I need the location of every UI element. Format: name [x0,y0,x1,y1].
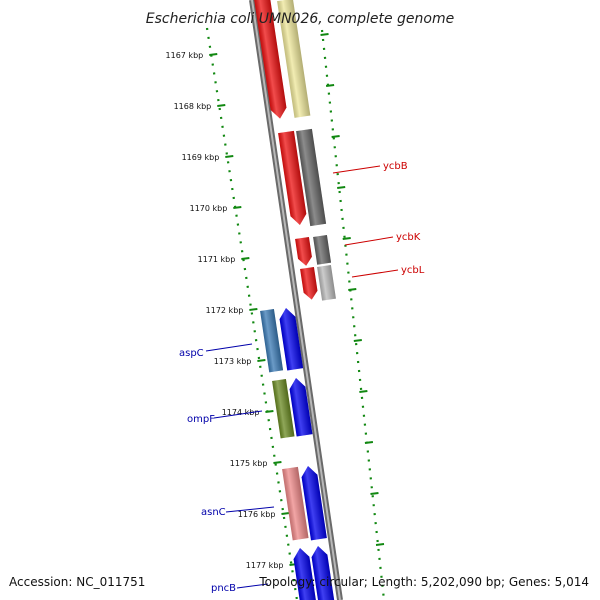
tick-mark-outer [370,492,379,495]
tick-label: 1168 kbp [174,102,212,111]
tick-label: 1170 kbp [190,204,228,213]
gene-red-1 [254,0,287,119]
gene-aspC [260,308,284,373]
tick-mark-inner [281,512,290,515]
tick-mark-outer [342,237,351,240]
gene-label-ycbK: ycbK [396,232,421,243]
tick-mark-outer [320,33,329,36]
gene-ycbK [313,234,332,265]
tick-label: 1176 kbp [238,510,276,519]
gene-label-ycbB: ycbB [383,161,408,172]
gene-blue-2 [289,378,313,437]
tick-mark-inner [241,257,250,260]
map-title: Escherichia coli UMN026, complete genome [146,11,454,27]
tick-mark-inner [265,410,274,413]
gene-yellow-1 [277,0,311,118]
tick-mark-inner [233,206,242,209]
tick-mark-outer [337,186,346,189]
tick-label: 1177 kbp [246,561,284,570]
tick-label: 1169 kbp [182,153,220,162]
tick-mark-outer [359,390,368,393]
gene-ycbL [317,264,336,301]
tick-mark-outer [375,543,385,546]
tick-label: 1174 kbp [222,408,260,417]
ruler-inner [205,27,299,600]
gene-blue-3 [301,466,327,541]
tick-label: 1167 kbp [166,51,204,60]
accession-text: Accession: NC_011751 [9,575,145,589]
gene-label-pncB: pncB [211,583,236,594]
genome-backbone-highlight [251,0,341,600]
tick-mark-outer [325,84,335,87]
tick-mark-outer [348,288,357,291]
tick-mark-inner [249,308,258,311]
gene-blue-4 [293,548,317,600]
tick-mark-inner [273,461,282,464]
tick-mark-outer [353,339,362,342]
tick-marks: 1167 kbp 1168 kbp 1169 kbp 1170 kbp 1171 kbp… [166,33,385,570]
tick-label: 1172 kbp [206,306,244,315]
gene-asnC [282,466,309,541]
gene-features [254,0,336,600]
tick-mark-inner [257,359,266,362]
gene-label-ompF: ompF [187,414,215,425]
tick-mark-inner [209,53,218,56]
tick-mark-inner [217,104,226,107]
gene-ycbB [296,128,327,227]
topology-text: Topology: circular; Length: 5,202,090 bp… [258,575,589,589]
tick-label: 1171 kbp [198,255,236,264]
gene-label-lines [205,165,399,589]
tick-mark-outer [331,135,340,138]
gene-label-aspC: aspC [179,348,204,359]
gene-blue-1 [279,308,304,371]
gene-blue-5 [311,546,335,600]
gene-red-3 [295,236,312,266]
tick-label: 1173 kbp [214,357,252,366]
gene-ompF [272,378,295,439]
tick-mark-inner [225,155,234,158]
gene-red-2 [278,130,307,225]
gene-label-ycbL: ycbL [401,265,425,276]
gene-red-4 [300,266,318,300]
tick-label: 1175 kbp [230,459,268,468]
ruler-outer [320,29,386,600]
tick-mark-outer [364,441,374,444]
gene-label-asnC: asnC [201,507,226,518]
